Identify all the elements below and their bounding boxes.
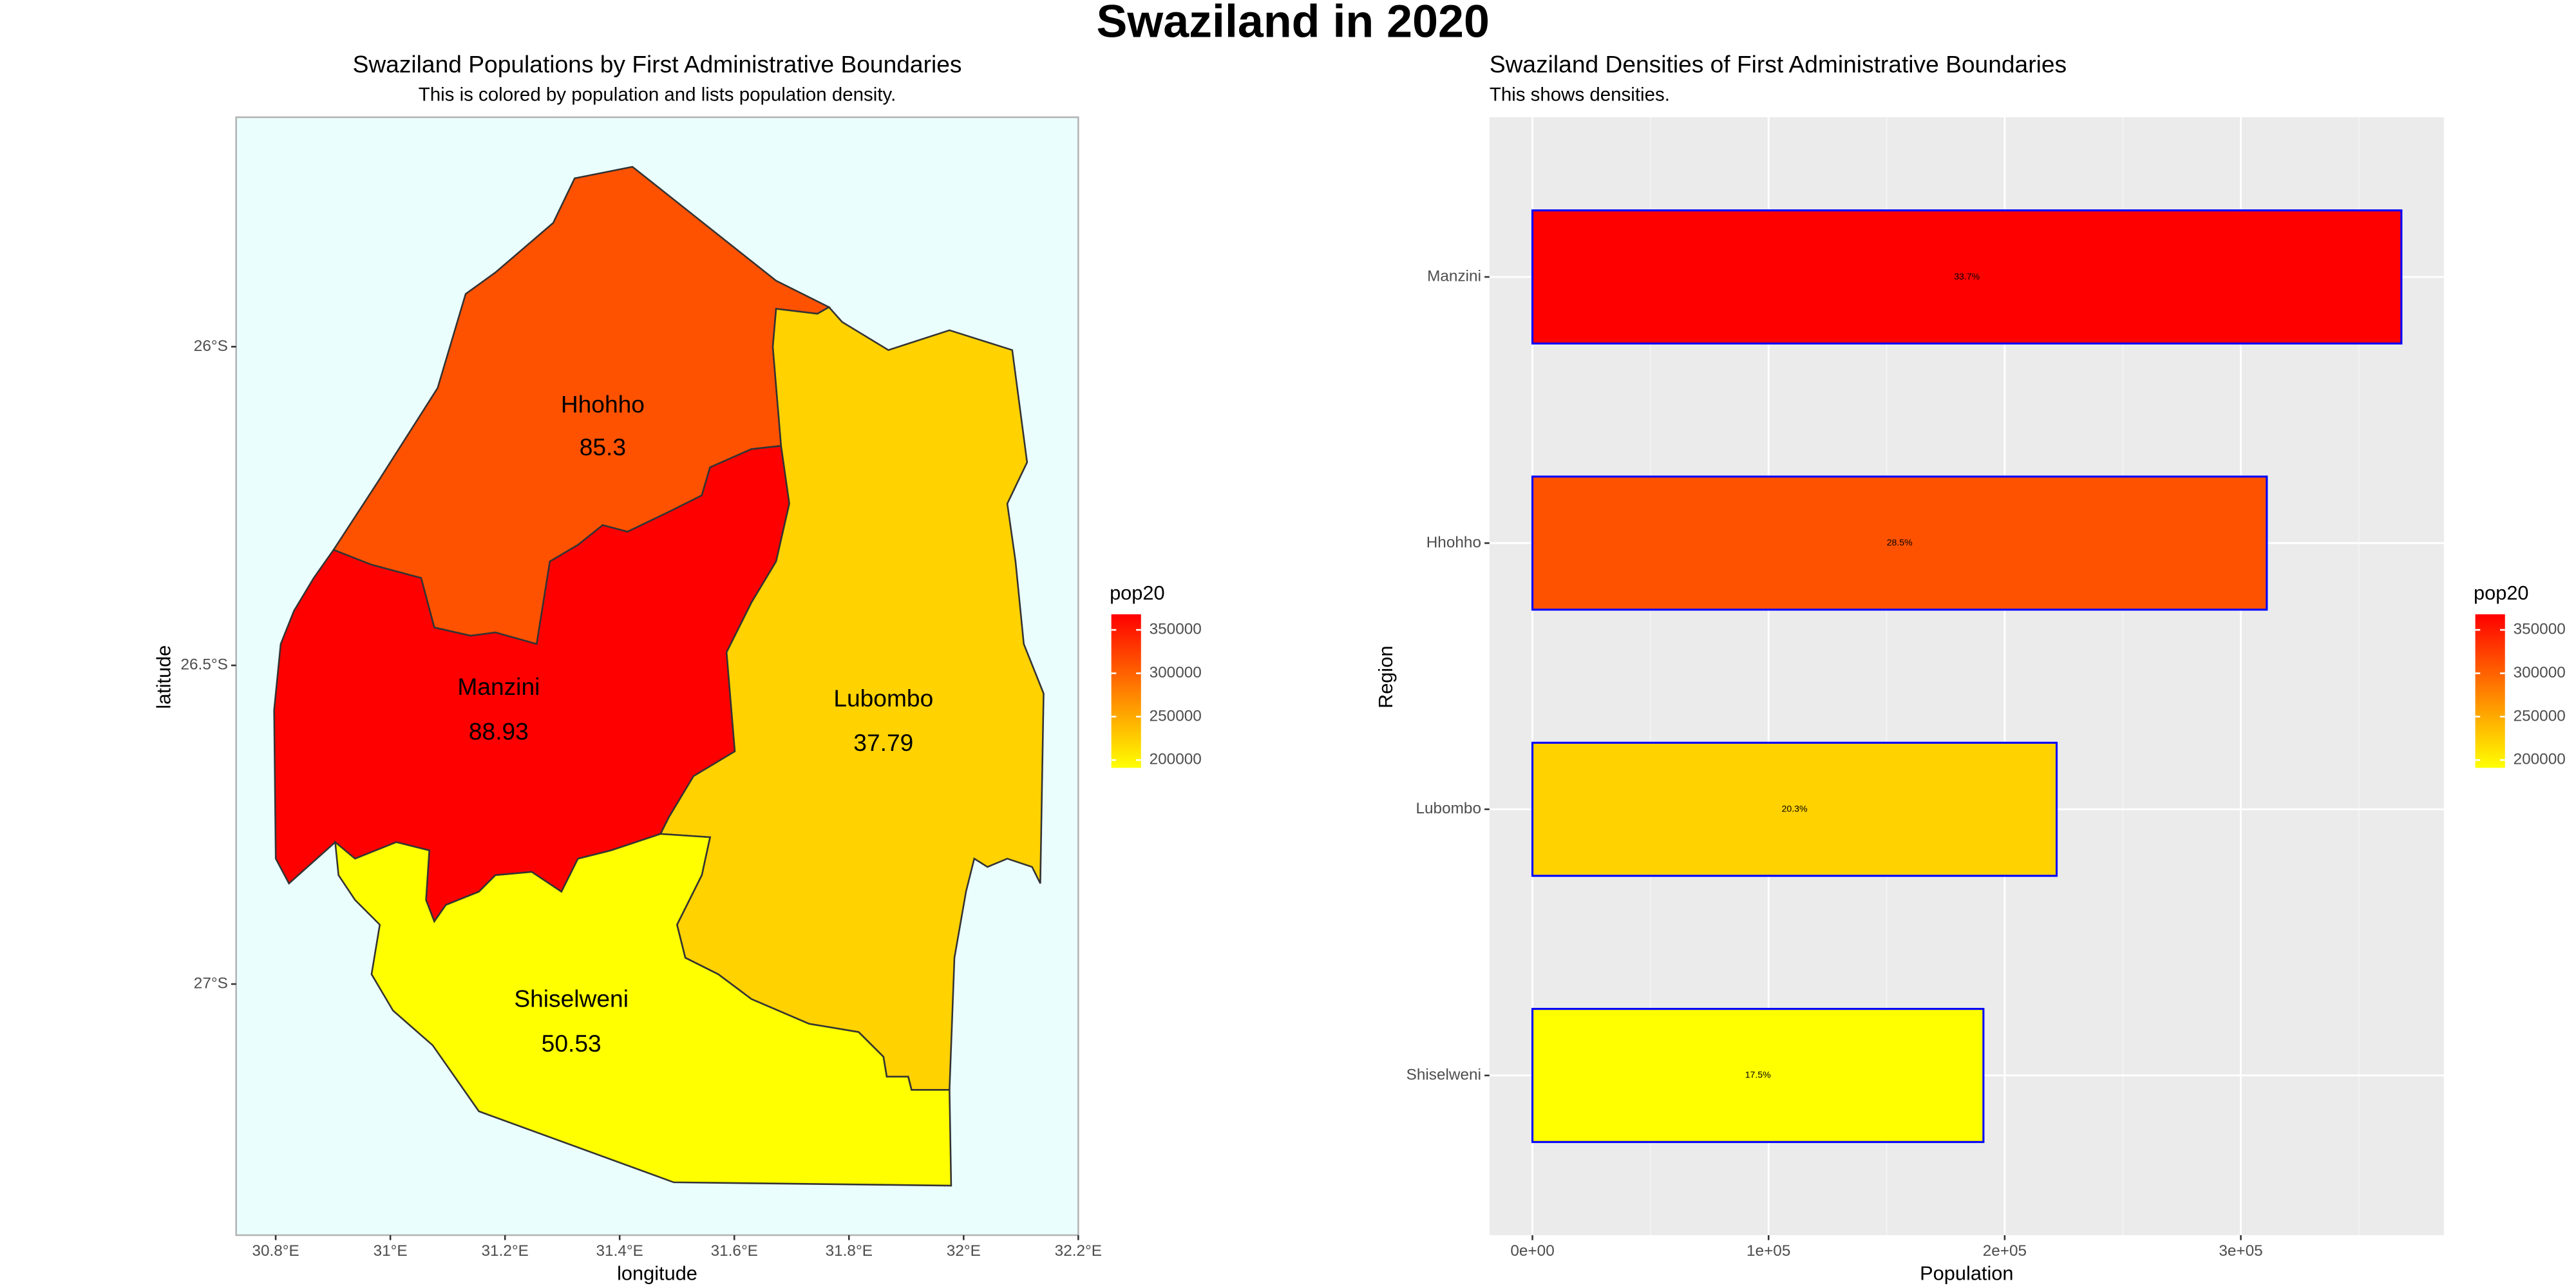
x-tick-label: 30.8°E: [252, 1242, 299, 1260]
bar-label: 17.5%: [1745, 1070, 1771, 1080]
region-density: 85.3: [580, 433, 626, 460]
bar: [1531, 741, 2058, 877]
region-name: Hhohho: [561, 391, 645, 418]
legend-label: 200000: [1150, 751, 1202, 768]
legend-label: 350000: [2514, 621, 2566, 638]
legend-colorbar: [1111, 614, 1141, 768]
regions: [273, 166, 1045, 1187]
y-tick-label: Hhohho: [1426, 534, 1481, 551]
x-axis-title: Population: [1920, 1262, 2013, 1285]
legend-colorbar: [2475, 614, 2505, 768]
y-tick-label: Manzini: [1427, 267, 1481, 285]
y-tick-label: Lubombo: [1416, 800, 1481, 817]
legend-label: 250000: [2514, 707, 2566, 724]
bar: [1531, 1008, 1985, 1143]
x-tick-label: 3e+05: [2219, 1242, 2262, 1260]
region-name: Manzini: [457, 673, 540, 700]
chart-title: Swaziland Densities of First Administrat…: [1490, 50, 2067, 77]
legend-title: pop20: [1110, 582, 1165, 604]
bar-label: 33.7%: [1954, 271, 1980, 281]
bar: [1531, 475, 2268, 611]
legend-label: 300000: [2514, 664, 2566, 681]
legend-label: 300000: [1150, 664, 1202, 681]
y-axis-title: Region: [1374, 646, 1397, 708]
region-density: 37.79: [853, 729, 913, 756]
region-density: 88.93: [469, 717, 529, 744]
map-chart: Swaziland Populations by First Administr…: [153, 50, 1202, 1284]
x-tick-label: 1e+05: [1747, 1242, 1790, 1260]
chart-subtitle: This is colored by population and lists …: [419, 84, 896, 105]
legend-label: 350000: [1150, 621, 1202, 638]
x-tick-label: 31°E: [374, 1242, 408, 1260]
x-tick-label: 2e+05: [1983, 1242, 2027, 1260]
x-tick-label: 31.6°E: [711, 1242, 758, 1260]
x-tick-label: 32.2°E: [1055, 1242, 1102, 1260]
region-density: 50.53: [542, 1030, 601, 1057]
bar: [1531, 209, 2403, 345]
y-axis-title: latitude: [153, 645, 175, 709]
bar-label: 20.3%: [1782, 803, 1808, 813]
legend-label: 250000: [1150, 707, 1202, 724]
x-tick-label: 31.8°E: [826, 1242, 873, 1260]
region-name: Shiselweni: [514, 985, 629, 1012]
x-tick-label: 31.4°E: [596, 1242, 643, 1260]
legend-label: 200000: [2514, 751, 2566, 768]
x-tick-label: 31.2°E: [481, 1242, 528, 1260]
bar-chart: Swaziland Densities of First Administrat…: [1374, 50, 2566, 1284]
y-tick-label: 26.5°S: [180, 656, 227, 674]
region: [334, 833, 952, 1187]
x-tick-label: 0e+00: [1510, 1242, 1554, 1260]
y-tick-label: Shiselweni: [1406, 1066, 1481, 1083]
page-title: Swaziland in 2020: [1096, 0, 1489, 47]
x-tick-label: 32°E: [947, 1242, 981, 1260]
y-tick-label: 26°S: [194, 337, 228, 355]
x-axis-title: longitude: [617, 1262, 697, 1285]
chart-title: Swaziland Populations by First Administr…: [353, 50, 962, 77]
y-tick-label: 27°S: [194, 974, 228, 992]
chart-subtitle: This shows densities.: [1490, 84, 1670, 105]
region-name: Lubombo: [833, 685, 933, 712]
bar-label: 28.5%: [1887, 537, 1913, 547]
legend-title: pop20: [2474, 582, 2529, 604]
